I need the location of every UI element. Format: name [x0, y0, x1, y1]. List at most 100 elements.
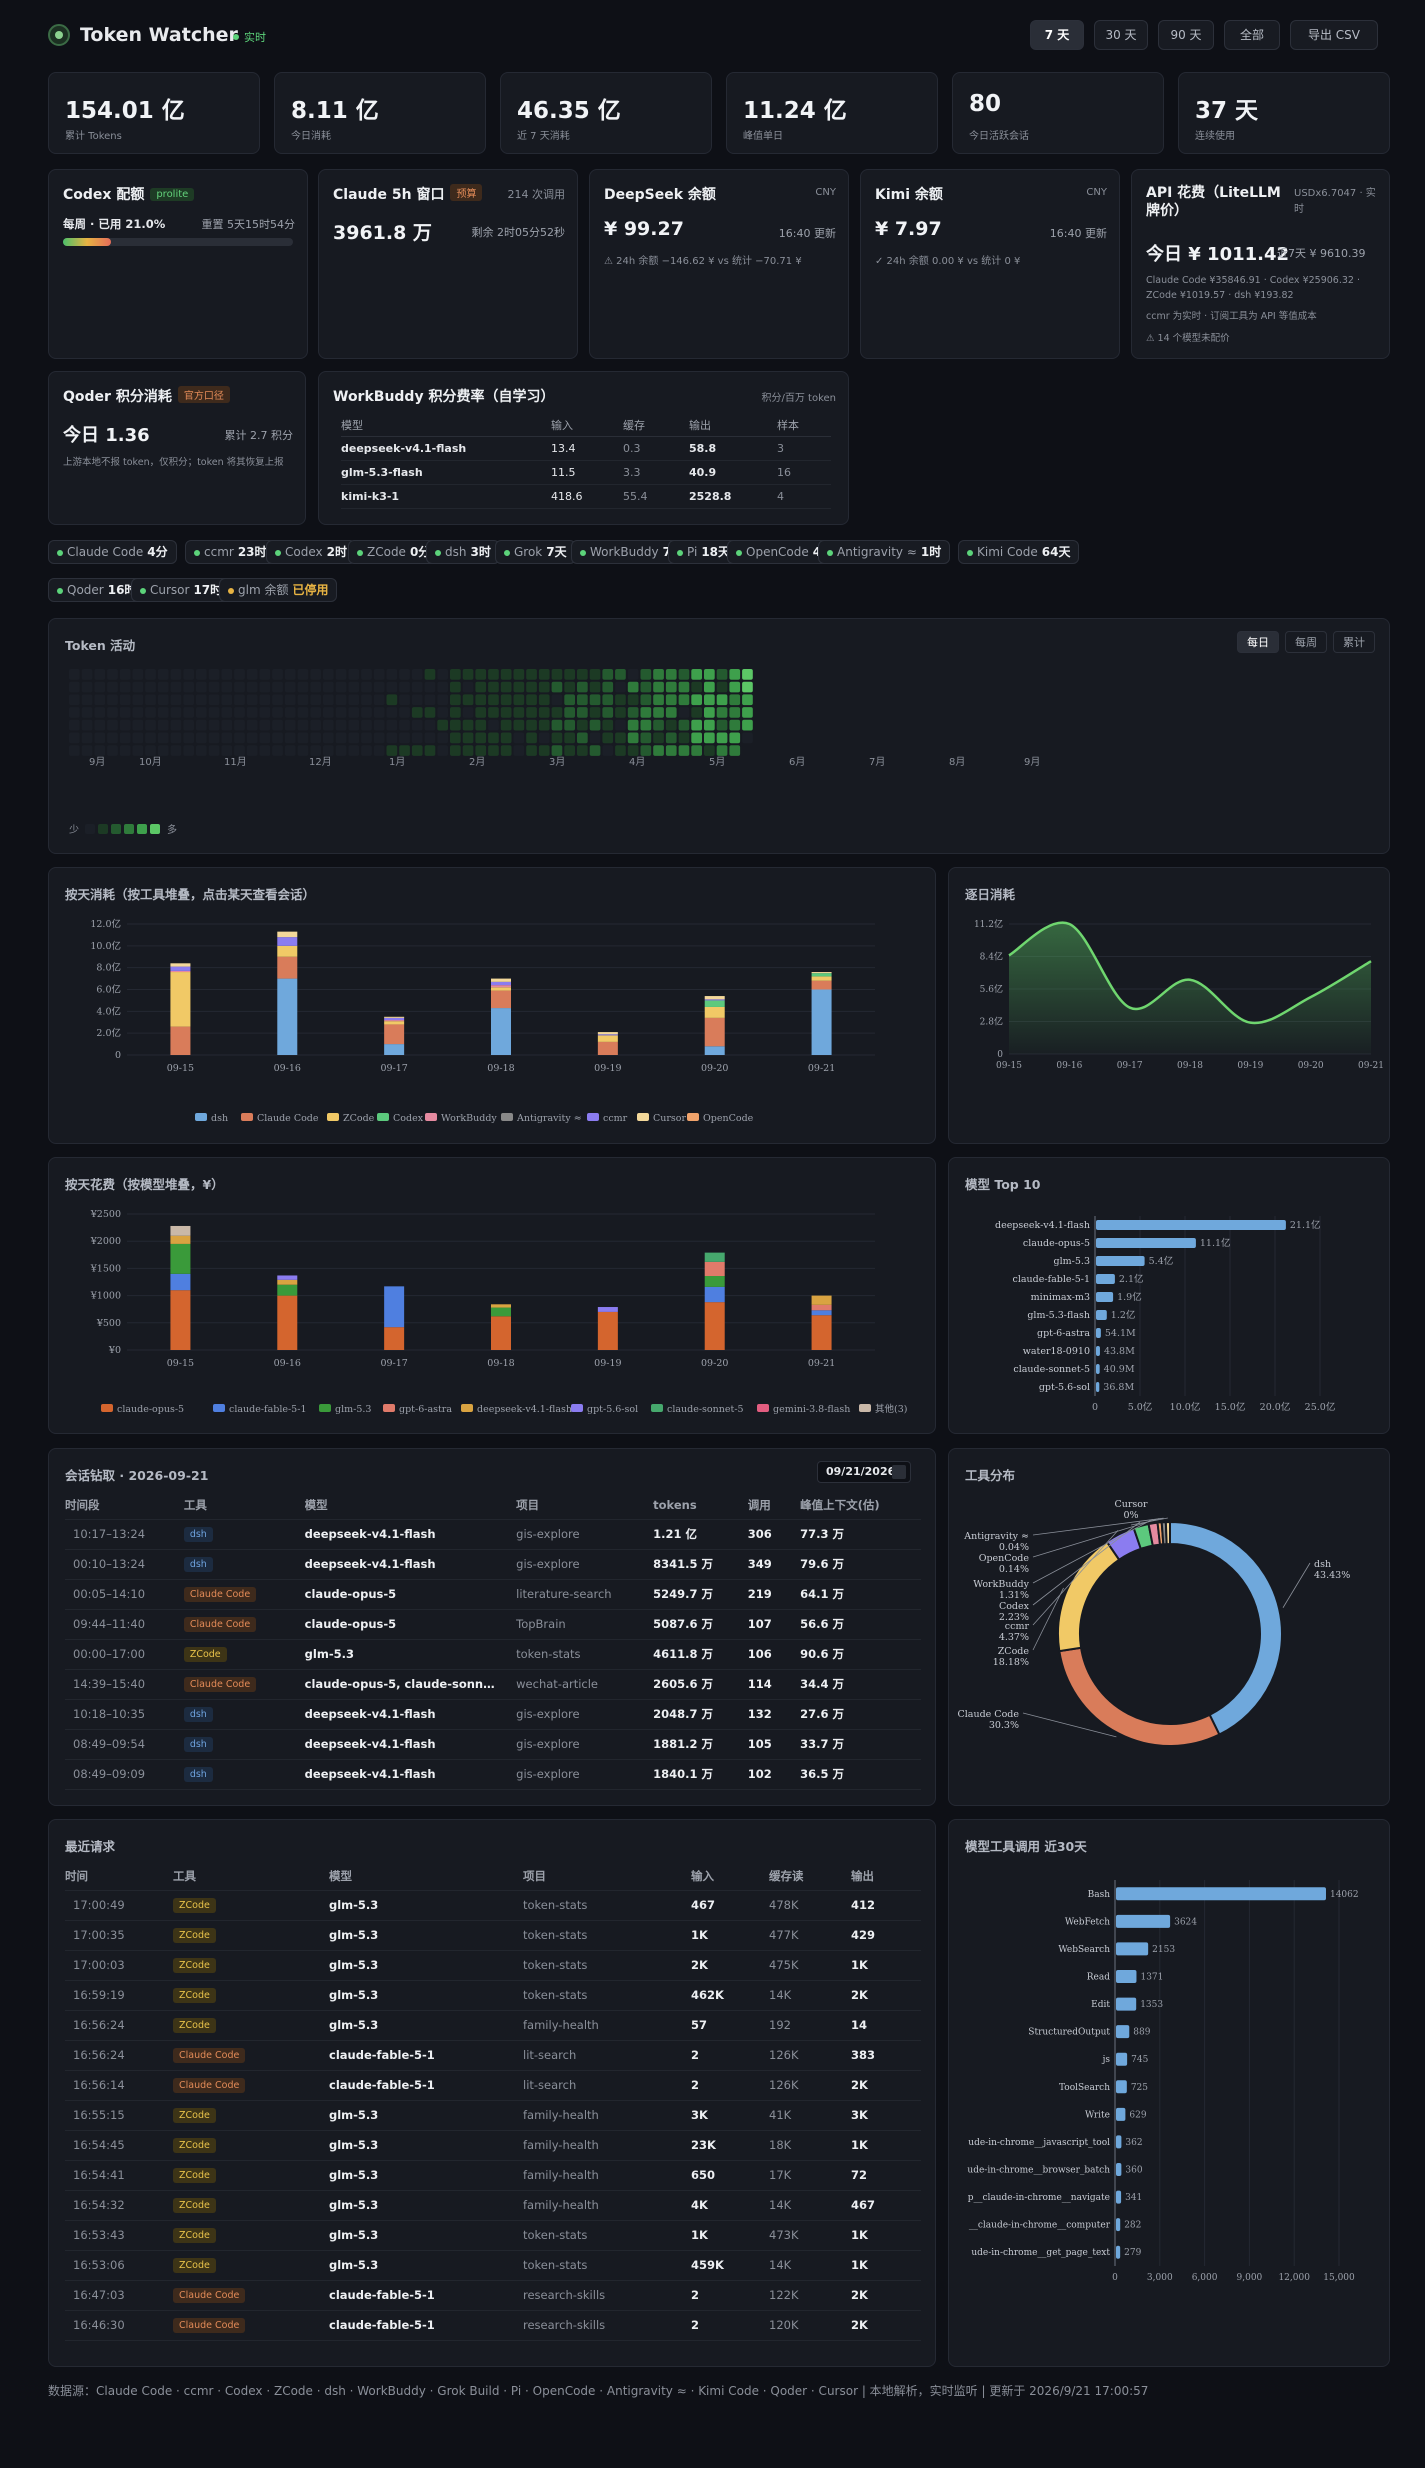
status-pill-grok[interactable]: Grok 7天 — [495, 540, 576, 564]
heatmap-cell — [386, 707, 398, 718]
api-breakdown: Claude Code ¥35846.91 · Codex ¥25906.32 … — [1146, 275, 1360, 301]
legend-label: dsh — [211, 1113, 228, 1124]
x-tick-label: 09-17 — [380, 1063, 407, 1074]
heatmap-cell — [69, 707, 80, 718]
table-row[interactable]: 16:56:24 Claude Code claude-fable-5-1 lit-s… — [65, 2040, 921, 2071]
bar-segment — [384, 1286, 405, 1328]
table-row[interactable]: 16:53:06 ZCode glm-5.3 token-stats 459K 14K 1K — [65, 2250, 921, 2281]
table-row[interactable]: 16:54:41 ZCode glm-5.3 family-health 650 17K 7… — [65, 2160, 921, 2191]
table-row[interactable]: 16:55:15 ZCode glm-5.3 family-health 3K 41K 3K — [65, 2100, 921, 2131]
heatmap-cell — [310, 719, 321, 731]
range-all-button[interactable]: 全部 — [1224, 20, 1280, 50]
value-label: 1353 — [1140, 2000, 1163, 2010]
month-label: 6月 — [789, 756, 805, 768]
table-row[interactable]: 17:00:35 ZCode glm-5.3 token-stats 1K 477K 429 — [65, 1920, 921, 1951]
table-row[interactable]: 09:44–11:40 Claude Code claude-opus-5 TopBr… — [65, 1609, 921, 1640]
table-row[interactable]: 10:18–10:35 dsh deepseek-v4.1-flash gis-exp… — [65, 1699, 921, 1730]
value-label: 362 — [1125, 2138, 1142, 2148]
heatmap-cell — [348, 745, 360, 756]
workbuddy-row: kimi-k3-1 418.6 55.4 2528.8 4 — [341, 484, 831, 508]
range-7d-button[interactable]: 7 天 — [1030, 20, 1084, 50]
status-pill-antigravity-[interactable]: Antigravity ≈1时 — [818, 540, 951, 564]
cell: 120K — [769, 2310, 851, 2341]
bar-segment — [384, 1044, 405, 1055]
table-row[interactable]: 00:05–14:10 Claude Code claude-opus-5 liter… — [65, 1579, 921, 1610]
activity-heatmap: 9月 10月 11月 12月 1月 2月 3月 4月 5月 6月 7月 8月 9月少 多 — [69, 669, 1040, 836]
api-warning: ⚠ 14 个模型未配价 — [1146, 333, 1230, 344]
cell: 107 — [747, 1609, 801, 1640]
status-pill-codex[interactable]: Codex 2时 — [266, 540, 356, 564]
legend-swatch — [85, 824, 95, 834]
table-row[interactable]: 16:53:43 ZCode glm-5.3 token-stats 1K 473K 1K — [65, 2220, 921, 2251]
tab-daily[interactable]: 每日 — [1237, 631, 1279, 653]
pill-name: ccmr — [204, 545, 234, 559]
tab-weekly[interactable]: 每周 — [1285, 631, 1327, 653]
tab-total[interactable]: 累计 — [1333, 631, 1375, 653]
cell: 3K — [691, 2100, 769, 2131]
table-row[interactable]: 16:56:14 Claude Code claude-fable-5-1 lit-s… — [65, 2070, 921, 2101]
table-row[interactable]: 08:49–09:09 dsh deepseek-v4.1-flash gis-exp… — [65, 1759, 921, 1790]
legend-label: OpenCode — [703, 1113, 754, 1124]
output-rate: 40.9 — [689, 465, 717, 479]
status-pill-qoder[interactable]: Qoder 16时 — [48, 578, 146, 602]
range-90d-button[interactable]: 90 天 — [1158, 20, 1214, 50]
table-row[interactable]: 17:00:49 ZCode glm-5.3 token-stats 467 478K 41… — [65, 1890, 921, 1921]
cell: lit-search — [523, 2070, 691, 2101]
heatmap-cell — [500, 732, 512, 744]
cell: glm-5.3 — [329, 2250, 523, 2281]
heatmap-cell — [551, 681, 563, 693]
table-row[interactable]: 08:49–09:54 dsh deepseek-v4.1-flash gis-exp… — [65, 1729, 921, 1760]
table-row[interactable]: 00:10–13:24 dsh deepseek-v4.1-flash gis-exp… — [65, 1549, 921, 1580]
cell: 462K — [691, 1980, 769, 2011]
cell: 16:53:06 — [65, 2250, 173, 2281]
x-tick-label: 09-15 — [167, 1063, 194, 1074]
status-pill-kimi-code[interactable]: Kimi Code 64天 — [958, 540, 1080, 564]
bar-segment — [277, 978, 298, 1055]
tool-tag: ZCode — [173, 2108, 216, 2123]
codex-progress-track — [63, 238, 293, 246]
month-label: 3月 — [549, 756, 565, 768]
heatmap-cell — [234, 719, 245, 731]
table-row[interactable]: 10:17–13:24 dsh deepseek-v4.1-flash gis-exp… — [65, 1519, 921, 1550]
heatmap-cell — [145, 719, 156, 731]
bar-segment — [491, 1307, 511, 1317]
status-pill-ccmr[interactable]: ccmr 23时 — [185, 540, 276, 564]
bar-segment — [704, 1252, 725, 1262]
cell: 122K — [769, 2280, 851, 2311]
heatmap-cell — [348, 694, 360, 706]
bar — [1116, 2245, 1121, 2259]
table-row[interactable]: 17:00:03 ZCode glm-5.3 token-stats 2K 475K 1K — [65, 1950, 921, 1981]
top10-card: 模型 Top 10 0 5.0亿 10.0亿 15.0亿 20.0亿 25.0亿 deeps… — [948, 1157, 1390, 1434]
table-row[interactable]: 16:46:30 Claude Code claude-fable-5-1 resea… — [65, 2310, 921, 2341]
calendar-icon[interactable] — [892, 1465, 906, 1479]
heatmap-cell — [437, 732, 448, 744]
table-row[interactable]: 00:00–17:00 ZCode glm-5.3 token-stats 4611.8… — [65, 1639, 921, 1670]
status-pill-claude-code[interactable]: Claude Code 4分 — [48, 540, 177, 564]
heatmap-cell — [475, 681, 487, 693]
cell: 08:49–09:54 — [65, 1729, 184, 1760]
table-row[interactable]: 16:59:19 ZCode glm-5.3 token-stats 462K 14K 2K — [65, 1980, 921, 2011]
range-30d-button[interactable]: 30 天 — [1094, 20, 1148, 50]
status-pill-glm-[interactable]: glm 余额 已停用 — [219, 578, 338, 602]
bar-segment — [170, 1243, 191, 1274]
cell: 64.1 万 — [800, 1579, 921, 1610]
daily-stack-chart[interactable]: 0 2.0亿 4.0亿 6.0亿 8.0亿 10.0亿 12.0亿 09-15 09-16 09-… — [49, 868, 937, 1145]
table-row[interactable]: 16:56:24 ZCode glm-5.3 family-health 57 192 14 — [65, 2010, 921, 2041]
cell: 3K — [851, 2100, 921, 2131]
export-csv-button[interactable]: 导出 CSV — [1290, 20, 1378, 50]
status-pill-zcode[interactable]: ZCode 0分 — [348, 540, 440, 564]
col-header: 项目 — [516, 1491, 654, 1520]
table-row[interactable]: 14:39–15:40 Claude Code claude-opus-5, cla… — [65, 1669, 921, 1700]
heatmap-cell — [462, 732, 474, 744]
table-row[interactable]: 16:47:03 Claude Code claude-fable-5-1 resea… — [65, 2280, 921, 2311]
status-pill-dsh[interactable]: dsh 3时 — [426, 540, 500, 564]
status-pill-cursor[interactable]: Cursor 17时 — [131, 578, 232, 602]
session-date-picker[interactable]: 09/21/2026 — [817, 1461, 911, 1483]
heatmap-cell — [272, 707, 283, 718]
card-title: 会话钻取 · 2026-09-21 — [65, 1468, 209, 1483]
cell: 349 — [747, 1549, 801, 1580]
table-row[interactable]: 16:54:45 ZCode glm-5.3 family-health 23K 18K 1… — [65, 2130, 921, 2161]
table-row[interactable]: 16:54:32 ZCode glm-5.3 family-health 4K 14K 46… — [65, 2190, 921, 2221]
pill-value: 4分 — [147, 545, 168, 559]
legend-swatch — [101, 1404, 113, 1412]
